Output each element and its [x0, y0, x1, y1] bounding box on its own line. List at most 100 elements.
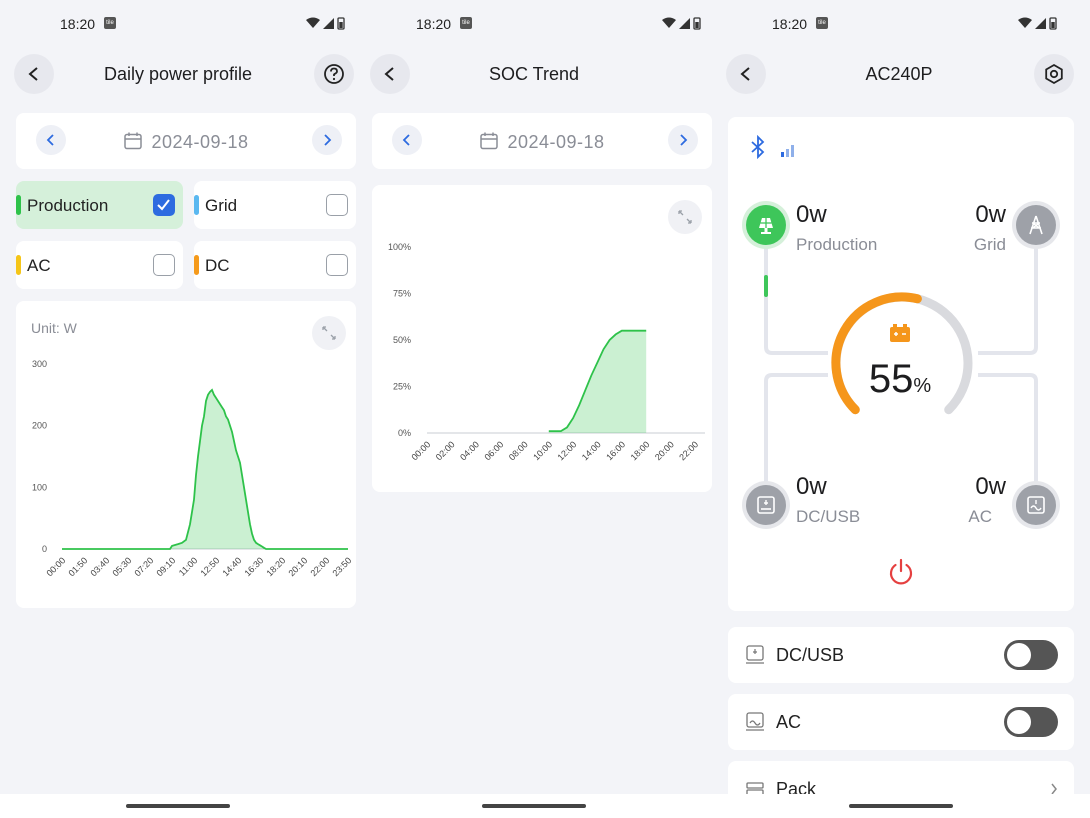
- gear-icon: [1045, 63, 1063, 85]
- checkbox-checked[interactable]: [153, 194, 175, 216]
- filter-label: DC: [205, 256, 230, 275]
- wifi-signal-battery-icons: [306, 17, 345, 30]
- ac-outlet-icon[interactable]: [1016, 485, 1056, 525]
- back-button[interactable]: [726, 54, 766, 94]
- soc-gauge: [831, 292, 922, 415]
- tile-badge-icon: tile: [104, 17, 116, 29]
- dc-usb-label: DC/USB: [776, 645, 845, 665]
- x-tick-label: 08:00: [507, 439, 530, 462]
- status-bar: 18:20 tile: [356, 0, 712, 48]
- tile-badge-icon: tile: [460, 17, 472, 29]
- y-tick-label: 0%: [398, 428, 411, 438]
- x-tick-label: 14:40: [220, 555, 243, 578]
- calendar-icon: [124, 132, 143, 150]
- grid-tower-icon[interactable]: [1016, 205, 1056, 245]
- x-tick-label: 12:50: [198, 555, 221, 578]
- page-title: SOC Trend: [488, 64, 580, 84]
- x-tick-label: 09:10: [154, 555, 177, 578]
- x-tick-label: 20:10: [286, 555, 309, 578]
- y-tick-label: 50%: [393, 335, 411, 345]
- y-tick-label: 100%: [388, 242, 411, 252]
- toggle-knob: [1007, 710, 1031, 734]
- top-bar: Daily power profile: [0, 52, 356, 98]
- settings-button[interactable]: [1034, 54, 1074, 94]
- help-icon: [324, 64, 344, 84]
- status-time: 18:20: [60, 16, 96, 32]
- date-selector: 2024-09-18: [372, 113, 712, 169]
- x-tick-label: 02:00: [434, 439, 457, 462]
- series-line: [548, 329, 647, 432]
- back-button[interactable]: [14, 54, 54, 94]
- next-date-button[interactable]: [312, 125, 342, 155]
- chevron-right-icon: [1051, 783, 1057, 795]
- ac-toggle-row: AC: [728, 694, 1074, 750]
- filter-ac[interactable]: AC: [16, 241, 183, 289]
- x-tick-label: 23:50: [330, 555, 353, 578]
- power-button[interactable]: [886, 557, 916, 587]
- battery-icon: [890, 324, 910, 342]
- checkbox-unchecked[interactable]: [326, 194, 348, 216]
- status-time: 18:20: [772, 16, 808, 32]
- soc-unit: %: [913, 375, 932, 397]
- home-indicator[interactable]: [849, 804, 953, 808]
- dc-usb-toggle-row: DC/USB: [728, 627, 1074, 683]
- y-tick-label: 25%: [393, 382, 411, 392]
- x-tick-label: 16:00: [604, 439, 627, 462]
- filter-label: Production: [27, 196, 109, 215]
- next-date-button[interactable]: [668, 125, 698, 155]
- chevron-left-icon: [740, 67, 750, 81]
- x-tick-label: 18:00: [629, 439, 652, 462]
- back-button[interactable]: [370, 54, 410, 94]
- x-tick-label: 03:40: [88, 555, 111, 578]
- date-display[interactable]: 2024-09-18: [16, 131, 356, 153]
- tile-badge-icon: tile: [816, 17, 828, 29]
- page-title: AC240P: [865, 64, 933, 84]
- signal-strength-icon: [781, 145, 794, 157]
- top-bar: SOC Trend: [356, 52, 712, 98]
- check-icon: [157, 199, 170, 211]
- series-color-bar: [194, 255, 199, 275]
- series-area: [548, 330, 647, 433]
- screen-device-ac240p: 18:20 tile AC240P: [712, 0, 1090, 818]
- x-tick-label: 22:00: [308, 555, 331, 578]
- prev-date-button[interactable]: [392, 125, 422, 155]
- chevron-left-icon: [46, 134, 54, 146]
- filter-dc[interactable]: DC: [194, 241, 356, 289]
- date-display[interactable]: 2024-09-18: [372, 131, 712, 153]
- production-area-chart: 0 100 200 300 00:0001:5003:4005:3007:2009:10…: [32, 359, 353, 578]
- ac-power-value: 0w: [975, 473, 1006, 500]
- series-color-bar: [16, 195, 21, 215]
- home-indicator[interactable]: [126, 804, 230, 808]
- series-color-bar: [16, 255, 21, 275]
- solar-panel-icon[interactable]: [746, 205, 786, 245]
- series-area: [62, 389, 348, 549]
- filter-grid[interactable]: Grid: [194, 181, 356, 229]
- wifi-signal-battery-icons: [662, 17, 701, 30]
- status-time: 18:20: [416, 16, 452, 32]
- dc-usb-port-icon[interactable]: [746, 485, 786, 525]
- date-text: 2024-09-18: [151, 132, 249, 152]
- x-tick-label: 18:20: [264, 555, 287, 578]
- dcusb-label: DC/USB: [796, 507, 861, 526]
- filter-production[interactable]: Production: [16, 181, 183, 229]
- prev-date-button[interactable]: [36, 125, 66, 155]
- x-tick-label: 20:00: [653, 439, 676, 462]
- chevron-left-icon: [402, 134, 410, 146]
- chevron-left-icon: [28, 67, 38, 81]
- expand-icon: [322, 326, 336, 340]
- help-button[interactable]: [314, 54, 354, 94]
- grid-power-value: 0w: [975, 201, 1006, 228]
- home-indicator[interactable]: [482, 804, 586, 808]
- expand-chart-button[interactable]: [312, 316, 346, 350]
- ac-toggle[interactable]: [1004, 707, 1058, 737]
- checkbox-unchecked[interactable]: [326, 254, 348, 276]
- calendar-icon: [480, 132, 499, 150]
- checkbox-unchecked[interactable]: [153, 254, 175, 276]
- dc-usb-toggle[interactable]: [1004, 640, 1058, 670]
- x-tick-label: 14:00: [580, 439, 603, 462]
- expand-chart-button[interactable]: [668, 200, 702, 234]
- x-tick-label: 10:00: [531, 439, 554, 462]
- x-tick-label: 12:00: [556, 439, 579, 462]
- x-tick-label: 06:00: [482, 439, 505, 462]
- status-bar: 18:20 tile: [0, 0, 356, 48]
